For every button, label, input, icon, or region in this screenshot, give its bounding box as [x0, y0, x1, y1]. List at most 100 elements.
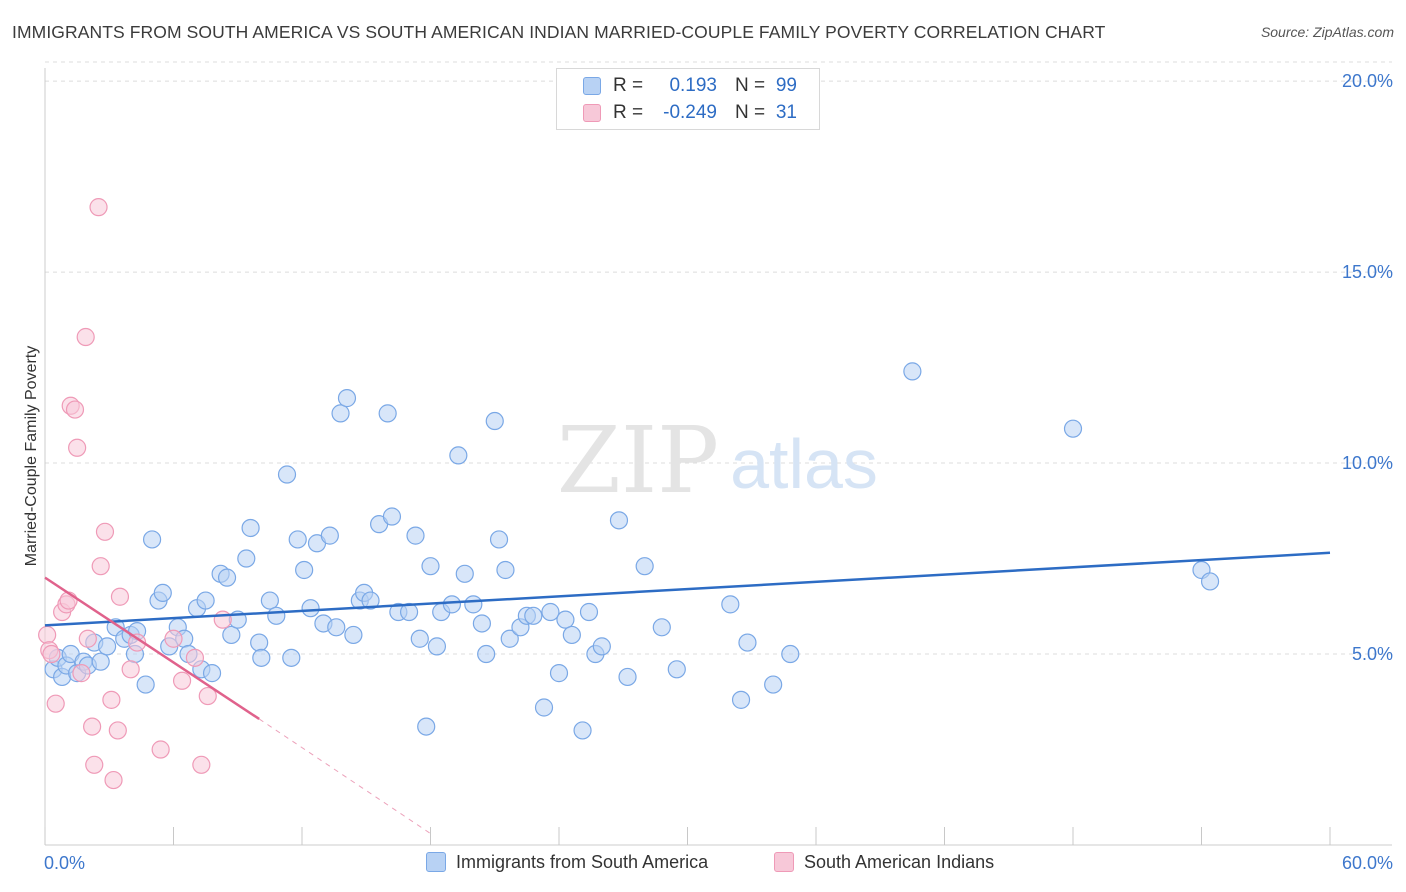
point-indians: [72, 664, 91, 683]
point-immigrants: [489, 530, 509, 549]
x-tick-label-min: 0.0%: [44, 853, 85, 873]
point-immigrants: [541, 602, 560, 622]
point-immigrants: [301, 599, 320, 618]
point-indians: [164, 629, 183, 648]
point-immigrants: [781, 644, 800, 664]
point-immigrants: [142, 530, 162, 549]
point-indians: [68, 438, 87, 457]
legend-item-immigrants[interactable]: Immigrants from South America: [426, 852, 708, 876]
stats-n-value: 31: [775, 102, 797, 123]
point-immigrants: [136, 675, 155, 694]
axes: [44, 68, 1392, 846]
watermark-zip: ZIP: [557, 407, 719, 514]
chart-title: IMMIGRANTS FROM SOUTH AMERICA VS SOUTH A…: [12, 22, 1106, 42]
point-indians: [46, 694, 65, 713]
point-immigrants: [449, 446, 468, 465]
point-immigrants: [455, 564, 474, 583]
stats-swatch-indians: [583, 104, 601, 122]
stats-n-label: N =: [735, 75, 766, 96]
point-indians: [104, 770, 123, 790]
point-immigrants: [260, 591, 279, 610]
point-immigrants: [500, 629, 519, 648]
point-immigrants: [252, 648, 271, 667]
point-immigrants: [91, 652, 110, 671]
point-immigrants: [406, 526, 425, 545]
point-immigrants: [410, 629, 429, 648]
point-indians: [151, 740, 170, 759]
point-immigrants: [217, 568, 237, 587]
point-immigrants: [222, 625, 241, 645]
point-indians: [85, 755, 104, 774]
point-indians: [198, 686, 217, 706]
watermark-atlas: atlas: [730, 425, 878, 503]
point-indians: [65, 400, 85, 419]
x-tick-label-max: 60.0%: [1342, 853, 1393, 873]
stats-row-immigrants: R = 0.193 N = 99: [557, 73, 819, 99]
point-immigrants: [592, 637, 611, 656]
trend-lines: [44, 551, 1331, 834]
point-immigrants: [399, 602, 419, 622]
point-immigrants: [241, 518, 260, 538]
point-indians: [76, 327, 95, 347]
stats-r-value: -0.249: [663, 102, 717, 123]
point-immigrants: [344, 625, 363, 645]
point-immigrants: [472, 614, 491, 633]
stats-n-value: 99: [775, 75, 797, 96]
point-indians: [108, 721, 127, 740]
point-immigrants: [295, 560, 314, 580]
point-indians: [172, 671, 192, 690]
stats-row-indians: R = -0.249 N = 31: [557, 100, 819, 126]
point-immigrants: [618, 667, 637, 687]
point-immigrants: [427, 637, 447, 656]
point-indians: [42, 644, 61, 664]
point-immigrants: [153, 583, 172, 603]
point-immigrants: [250, 633, 269, 652]
tick-labels: 5.0% 10.0% 15.0% 20.0% 0.0% 60.0%: [44, 71, 1393, 873]
source-label: Source: ZipAtlas.com: [1260, 24, 1394, 40]
point-indians: [38, 625, 57, 645]
point-immigrants: [288, 530, 307, 549]
point-immigrants: [667, 660, 686, 679]
point-immigrants: [579, 602, 599, 622]
point-immigrants: [556, 610, 575, 629]
point-indians: [78, 629, 97, 648]
point-immigrants: [534, 698, 554, 717]
point-immigrants: [609, 511, 629, 530]
point-immigrants: [731, 690, 751, 709]
y-tick-label: 10.0%: [1342, 453, 1393, 473]
point-immigrants: [320, 526, 339, 545]
series-immigrants-points: [44, 362, 1220, 740]
point-immigrants: [635, 557, 654, 576]
point-immigrants: [652, 618, 671, 637]
point-immigrants: [337, 389, 357, 408]
legend-swatch-immigrants: [426, 852, 446, 872]
point-indians: [110, 587, 130, 606]
point-immigrants: [361, 591, 380, 610]
trendline-immigrants: [44, 551, 1331, 627]
y-tick-label: 20.0%: [1342, 71, 1393, 91]
y-tick-label: 15.0%: [1342, 262, 1393, 282]
point-immigrants: [573, 721, 592, 740]
point-indians: [83, 717, 102, 736]
y-tick-label: 5.0%: [1352, 644, 1393, 664]
legend-label-immigrants: Immigrants from South America: [456, 852, 709, 872]
point-immigrants: [202, 664, 222, 683]
point-immigrants: [1063, 419, 1083, 438]
point-immigrants: [327, 618, 346, 637]
point-immigrants: [903, 362, 922, 381]
point-indians: [91, 557, 110, 576]
point-immigrants: [421, 557, 440, 576]
legend-item-indians[interactable]: South American Indians: [774, 852, 994, 876]
point-indians: [192, 755, 211, 774]
stats-swatch-immigrants: [583, 77, 601, 95]
point-immigrants: [477, 644, 496, 664]
point-immigrants: [738, 633, 757, 652]
stats-r-label: R =: [613, 102, 644, 123]
point-immigrants: [196, 591, 215, 610]
stats-legend-box: R = 0.193 N = 99 R = -0.249 N = 31: [556, 68, 820, 130]
trendline-indians-extension: [258, 718, 431, 834]
legend-swatch-indians: [774, 852, 794, 872]
point-immigrants: [267, 606, 286, 625]
point-immigrants: [378, 404, 397, 423]
